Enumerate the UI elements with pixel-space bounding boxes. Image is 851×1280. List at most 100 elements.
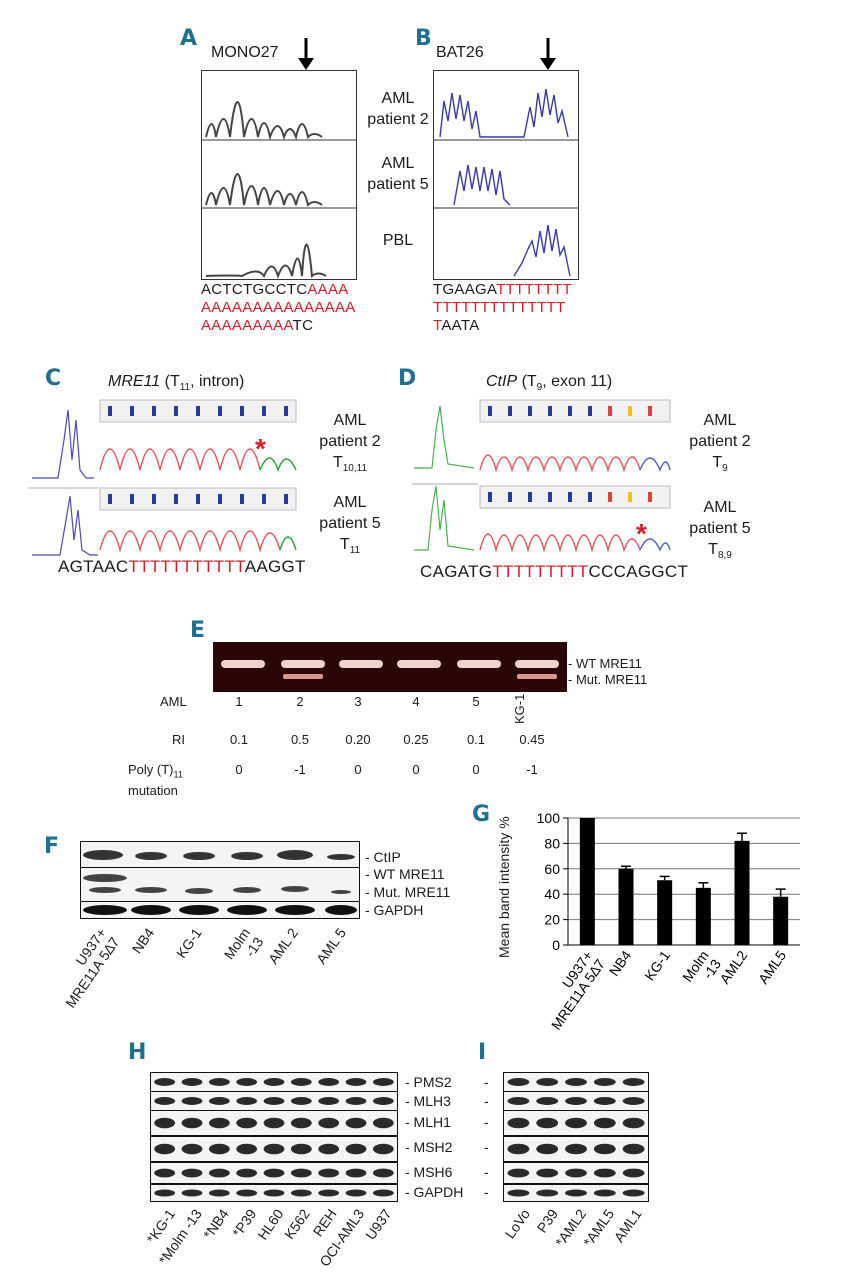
panel-e-poly-2: -1 bbox=[294, 762, 306, 777]
blot-band bbox=[181, 1078, 203, 1086]
blot-band bbox=[372, 1189, 394, 1197]
panel-c-title: MRE11 (T11, intron) bbox=[108, 373, 245, 394]
blot-band bbox=[208, 1143, 230, 1155]
panel-h-blot-mlh1 bbox=[150, 1110, 398, 1136]
panel-h-label-msh6: - MSH6 bbox=[405, 1164, 453, 1180]
panel-h-label-gapdh: - GAPDH bbox=[405, 1184, 464, 1200]
panel-e-poly-3: 0 bbox=[354, 762, 362, 777]
bar bbox=[657, 880, 673, 945]
panel-i-tick-2: - bbox=[484, 1093, 489, 1109]
panel-h-blot-msh2 bbox=[150, 1136, 398, 1162]
blot-band bbox=[507, 1117, 530, 1129]
blot-band bbox=[536, 1189, 559, 1197]
panel-h-label-mlh1: - MLH1 bbox=[405, 1114, 451, 1130]
x-tick-label: U937+MRE11A 5∆7 bbox=[536, 947, 609, 1032]
y-tick-label: 60 bbox=[544, 861, 560, 877]
panel-f-blot-gapdh bbox=[80, 901, 360, 919]
panel-c-row-label-1: AML patient 2 T10,11 bbox=[319, 412, 381, 475]
blot-band bbox=[593, 1168, 616, 1178]
panel-label-a: A bbox=[180, 26, 198, 51]
blot-band bbox=[536, 1097, 559, 1105]
blot-band bbox=[181, 1117, 203, 1129]
blot-band bbox=[593, 1143, 616, 1155]
panel-a-row-label-3: PBL bbox=[382, 232, 414, 249]
blot-band bbox=[263, 1189, 285, 1197]
blot-band bbox=[536, 1168, 559, 1178]
panel-label-h: H bbox=[128, 1040, 147, 1065]
panel-e-lane-2: 2 bbox=[296, 694, 304, 709]
panel-c-mutation-star: * bbox=[255, 433, 266, 464]
blot-band bbox=[565, 1078, 587, 1086]
panel-f-blot-ctip bbox=[80, 841, 360, 869]
panel-c-sequence: AGTAACTTTTTTTTTTTAAGGT bbox=[58, 557, 306, 576]
blot-band bbox=[181, 1189, 203, 1197]
panel-d-mutation-star: * bbox=[636, 518, 647, 549]
panel-d-row-label-2: AML patient 5 T8,9 bbox=[689, 499, 751, 562]
panel-b-sequence-line-3: TAATA bbox=[433, 317, 480, 334]
blot-band bbox=[236, 1143, 258, 1155]
panel-f-lane-6: AML 5 bbox=[313, 925, 350, 967]
panel-b-electropherograms bbox=[433, 70, 579, 280]
panel-a-sequence-line-2: AAAAAAAAAAAAAAA bbox=[201, 299, 356, 316]
blot-band bbox=[208, 1117, 230, 1129]
bar bbox=[773, 896, 789, 945]
blot-band bbox=[236, 1168, 258, 1178]
panel-b-marker: BAT26 bbox=[436, 44, 484, 61]
blot-band bbox=[507, 1168, 530, 1178]
blot-band bbox=[372, 1097, 394, 1105]
blot-band bbox=[622, 1189, 645, 1197]
blot-band bbox=[593, 1078, 616, 1086]
blot-band bbox=[622, 1168, 645, 1178]
panel-e-lane-kg1: KG-1 bbox=[512, 693, 527, 724]
blot-band bbox=[318, 1117, 340, 1129]
panel-b-sequence-line-2: TTTTTTTTTTTTTT bbox=[433, 299, 566, 316]
panel-d-row-label-1: AML patient 2 T9 bbox=[689, 412, 751, 475]
panel-e-ri-5: 0.1 bbox=[466, 732, 486, 747]
blot-band bbox=[236, 1078, 258, 1086]
panel-e-lane-4: 4 bbox=[412, 694, 420, 709]
panel-h-lane-4: *P39 bbox=[228, 1206, 260, 1241]
blot-band bbox=[622, 1097, 645, 1105]
panel-e-header-aml: AML bbox=[160, 694, 187, 709]
panel-i-tick-5: - bbox=[484, 1164, 489, 1180]
panel-h-blot-mlh3 bbox=[150, 1091, 398, 1111]
panel-c-chromatograms bbox=[99, 399, 297, 553]
blot-band bbox=[565, 1189, 587, 1197]
panel-a-arrow bbox=[298, 38, 314, 70]
panel-h-lane-6: K562 bbox=[281, 1206, 314, 1242]
blot-band bbox=[507, 1078, 530, 1086]
blot-band bbox=[290, 1189, 312, 1197]
panel-f-label-ctip: - CtIP bbox=[365, 849, 401, 865]
panel-b-sequence-line-1: TGAAGATTTTTTTT bbox=[433, 281, 572, 298]
bar bbox=[618, 868, 634, 945]
blot-band bbox=[345, 1168, 367, 1178]
panel-e-gel bbox=[213, 642, 567, 692]
panel-f-blot-mre11 bbox=[80, 867, 360, 903]
blot-band bbox=[593, 1117, 616, 1129]
panel-f-label-wt-mre11: - WT MRE11 bbox=[365, 866, 445, 882]
blot-band bbox=[372, 1143, 394, 1155]
panel-a-row-label-1: AML patient 2 bbox=[367, 90, 429, 128]
panel-e-label-mut: - Mut. MRE11 bbox=[568, 672, 648, 687]
blot-band bbox=[154, 1078, 176, 1086]
blot-band bbox=[236, 1189, 258, 1197]
panel-f-lane-3: KG-1 bbox=[173, 925, 206, 961]
panel-label-f: F bbox=[44, 834, 60, 859]
panel-e-header-poly: Poly (T)11 mutation bbox=[128, 762, 183, 798]
panel-a-sequence-line-3: AAAAAAAAATC bbox=[201, 317, 314, 334]
panel-h-label-mlh3: - MLH3 bbox=[405, 1093, 451, 1109]
blot-band bbox=[154, 1168, 176, 1178]
y-tick-label: 20 bbox=[544, 912, 560, 928]
blot-band bbox=[290, 1168, 312, 1178]
blot-band bbox=[536, 1078, 559, 1086]
blot-band bbox=[290, 1143, 312, 1155]
blot-band bbox=[263, 1168, 285, 1178]
blot-band bbox=[345, 1189, 367, 1197]
panel-e-poly-1: 0 bbox=[235, 762, 243, 777]
panel-d-title: CtIP (T9, exon 11) bbox=[486, 373, 613, 394]
panel-a-row-label-2: AML patient 5 bbox=[367, 155, 429, 193]
blot-band bbox=[565, 1143, 587, 1155]
chart-y-axis-label: Mean band intensity % bbox=[496, 816, 512, 958]
blot-band bbox=[290, 1097, 312, 1105]
panel-e-lane-1: 1 bbox=[235, 694, 243, 709]
